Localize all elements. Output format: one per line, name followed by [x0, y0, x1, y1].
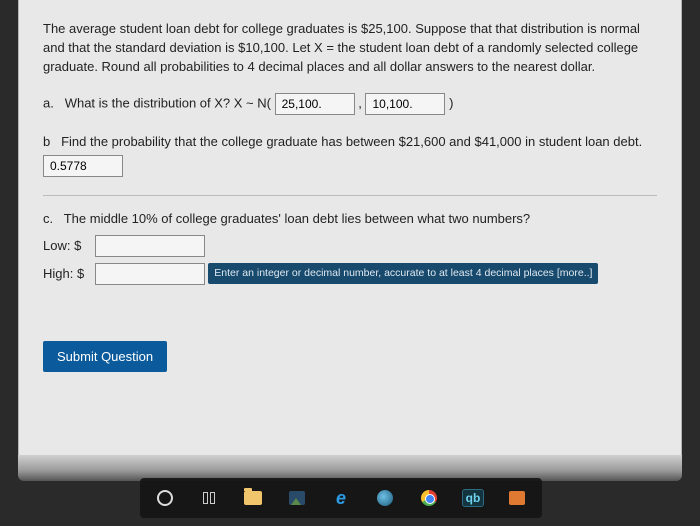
high-input[interactable] [95, 263, 205, 285]
part-a-question-pre: What is the distribution of X? X ~ N( [65, 95, 271, 110]
low-input[interactable] [95, 235, 205, 257]
file-explorer-icon[interactable] [242, 487, 264, 509]
part-c-letter: c. [43, 211, 53, 226]
divider [43, 195, 657, 196]
browser-swirl-icon[interactable] [374, 487, 396, 509]
qb-icon[interactable]: qb [462, 487, 484, 509]
windows-taskbar: e qb [140, 478, 542, 518]
part-a-question-post: ) [449, 95, 453, 110]
problem-intro: The average student loan debt for colleg… [43, 20, 657, 77]
part-a-letter: a. [43, 95, 54, 110]
edge-icon[interactable]: e [330, 487, 352, 509]
part-b: b Find the probability that the college … [43, 133, 657, 178]
part-c-question: The middle 10% of college graduates' loa… [64, 211, 530, 226]
app-orange-icon[interactable] [506, 487, 528, 509]
part-b-letter: b [43, 134, 50, 149]
part-b-question: Find the probability that the college gr… [61, 134, 642, 149]
task-view-icon[interactable] [198, 487, 220, 509]
low-label: Low: $ [43, 237, 91, 256]
part-a-sep: , [358, 95, 362, 110]
part-c: c. The middle 10% of college graduates' … [43, 210, 657, 285]
input-tooltip: Enter an integer or decimal number, accu… [208, 263, 598, 284]
question-card: The average student loan debt for colleg… [18, 0, 682, 470]
cortana-icon[interactable] [154, 487, 176, 509]
photos-icon[interactable] [286, 487, 308, 509]
high-label: High: $ [43, 265, 91, 284]
part-b-answer-input[interactable] [43, 155, 123, 177]
submit-button[interactable]: Submit Question [43, 341, 167, 372]
sd-input[interactable] [365, 93, 445, 115]
mean-input[interactable] [275, 93, 355, 115]
part-a: a. What is the distribution of X? X ~ N(… [43, 93, 657, 115]
chrome-icon[interactable] [418, 487, 440, 509]
